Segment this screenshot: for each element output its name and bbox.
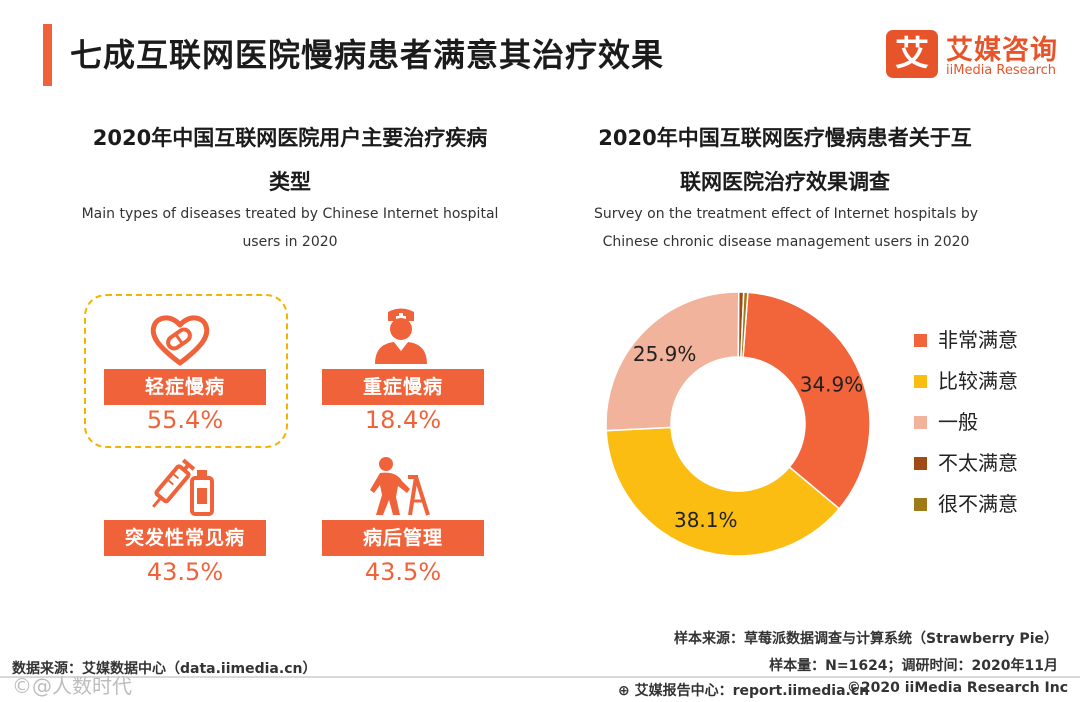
legend-label: 很不满意 [938,492,1018,516]
category-label-sudden-common: 突发性常见病 [104,520,266,556]
left-subtitle-line2: users in 2020 [242,234,338,250]
legend-swatch [914,334,927,347]
page-title: 七成互联网医院慢病患者满意其治疗效果 [70,36,665,74]
donut-slice-label: 25.9% [633,342,697,366]
left-title-line1: 2020年中国互联网医院用户主要治疗疾病 [92,126,488,150]
donut-slice [742,291,871,510]
globe-icon: ⊕ [618,683,630,699]
title-accent-bar [43,24,52,86]
legend-swatch [914,416,927,429]
legend-label: 比较满意 [938,369,1018,393]
donut-chart: 34.9% 38.1% 25.9% [605,291,871,557]
right-title-line1: 2020年中国互联网医疗慢病患者关于互 [598,126,972,150]
right-subtitle-line1: Survey on the treatment effect of Intern… [593,206,979,222]
category-value-sudden-common: 43.5% [146,558,224,586]
donut-slice [740,291,749,358]
heart-pill-icon [150,315,210,366]
category-value-mild-chronic: 55.4% [146,406,224,434]
left-subtitle-line1: Main types of diseases treated by Chines… [81,206,499,222]
data-source: 数据来源：艾媒数据中心（data.iimedia.cn） [12,661,317,677]
syringe-bottle-icon [152,458,214,516]
legend-swatch [914,375,927,388]
category-label-severe-chronic: 重症慢病 [322,369,484,405]
category-label-mild-chronic: 轻症慢病 [104,369,266,405]
donut-slice-label: 38.1% [674,508,738,532]
sample-size: 样本量：N=1624；调研时间：2020年11月 [769,658,1058,674]
legend-swatch [914,498,927,511]
iimedia-logo-icon: 艾 [886,30,938,78]
elderly-walker-icon [370,457,430,516]
right-subtitle-line2: Chinese chronic disease management users… [602,234,970,250]
copyright: ©2020 iiMedia Research Inc [846,680,1068,696]
right-title-line2: 联网医院治疗效果调查 [680,170,890,194]
donut-slice [605,291,740,432]
donut-slice-label: 34.9% [800,373,864,397]
category-label-post-illness: 病后管理 [322,520,484,556]
highlight-frame [84,294,288,448]
nurse-icon [375,308,427,364]
legend-swatch [914,457,927,470]
footer-divider [0,676,1080,678]
legend-label: 一般 [938,410,978,434]
legend-label: 不太满意 [938,451,1018,475]
legend-label: 非常满意 [938,328,1018,352]
report-center-text: 艾媒报告中心：report.iimedia.cn [634,683,870,699]
logo-text-cn: 艾媒咨询 [946,35,1058,66]
category-value-severe-chronic: 18.4% [364,406,442,434]
donut-slice [605,426,841,557]
category-value-post-illness: 43.5% [364,558,442,586]
report-center: ⊕ 艾媒报告中心：report.iimedia.cn [618,680,869,700]
sample-source: 样本来源：草莓派数据调查与计算系统（Strawberry Pie） [674,631,1058,647]
left-title-line2: 类型 [269,170,311,194]
logo-text-en: iiMedia Research [946,63,1057,78]
watermark: ©@人数时代 [12,674,132,698]
